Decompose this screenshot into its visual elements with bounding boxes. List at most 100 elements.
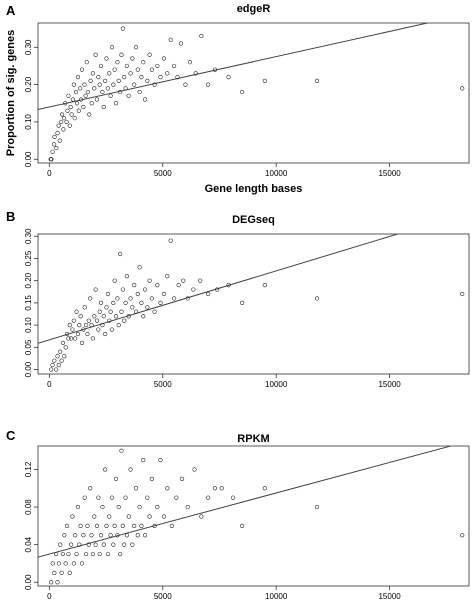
y-tick-label: 0.25 bbox=[24, 250, 33, 266]
data-point bbox=[193, 71, 198, 76]
data-point bbox=[82, 495, 87, 500]
data-point bbox=[59, 112, 65, 117]
data-point bbox=[141, 60, 146, 65]
data-point bbox=[130, 542, 135, 547]
data-point bbox=[161, 514, 166, 519]
data-point bbox=[126, 514, 131, 519]
data-point bbox=[67, 123, 72, 128]
data-point bbox=[62, 533, 67, 538]
data-point bbox=[89, 101, 94, 106]
data-point bbox=[55, 131, 60, 136]
data-point bbox=[460, 291, 465, 297]
data-point bbox=[71, 82, 76, 87]
data-point bbox=[88, 78, 93, 83]
data-point bbox=[98, 63, 104, 69]
y-tick-label: 0.00 bbox=[24, 151, 33, 167]
data-point bbox=[198, 278, 203, 283]
data-point bbox=[262, 283, 267, 288]
data-point bbox=[178, 41, 184, 46]
data-point bbox=[78, 86, 83, 91]
data-point bbox=[165, 486, 170, 491]
data-point bbox=[168, 238, 173, 243]
data-point bbox=[94, 97, 100, 102]
data-point bbox=[119, 448, 124, 453]
data-point bbox=[460, 86, 465, 91]
data-point bbox=[87, 112, 92, 117]
data-point bbox=[145, 78, 150, 83]
data-point bbox=[139, 75, 144, 80]
data-point bbox=[120, 287, 125, 292]
data-point bbox=[70, 97, 76, 102]
data-point bbox=[52, 570, 57, 575]
x-tick-label: 0 bbox=[47, 169, 52, 178]
data-point bbox=[70, 327, 75, 332]
data-point bbox=[132, 283, 137, 288]
y-tick-label: 0.20 bbox=[24, 272, 33, 288]
data-point bbox=[109, 45, 115, 50]
data-point bbox=[58, 542, 63, 547]
data-point bbox=[130, 305, 135, 310]
data-point bbox=[132, 82, 137, 87]
x-tick-label: 5000 bbox=[154, 592, 172, 601]
data-point bbox=[135, 533, 140, 538]
data-point bbox=[116, 78, 121, 83]
data-point bbox=[152, 82, 157, 87]
data-point bbox=[104, 305, 109, 310]
data-point bbox=[103, 78, 108, 83]
data-point bbox=[199, 33, 204, 39]
panel-letter: A bbox=[6, 3, 16, 18]
data-point bbox=[240, 523, 245, 528]
data-point bbox=[55, 580, 60, 585]
data-point bbox=[49, 367, 54, 372]
data-point bbox=[111, 300, 116, 305]
data-point bbox=[109, 327, 115, 332]
data-point bbox=[98, 300, 104, 305]
x-tick-label: 0 bbox=[47, 380, 52, 389]
data-point bbox=[142, 287, 148, 292]
data-point bbox=[240, 89, 245, 95]
data-point bbox=[139, 523, 144, 528]
data-point bbox=[118, 89, 123, 95]
data-point bbox=[68, 104, 73, 110]
data-point bbox=[226, 75, 231, 80]
data-point bbox=[61, 127, 66, 132]
data-point bbox=[54, 145, 59, 151]
data-point bbox=[212, 67, 218, 72]
data-point bbox=[77, 323, 82, 328]
data-point bbox=[92, 86, 97, 91]
data-point bbox=[50, 149, 55, 154]
data-point bbox=[61, 116, 67, 121]
x-tick-label: 15000 bbox=[378, 169, 401, 178]
data-point bbox=[101, 314, 106, 319]
data-point bbox=[100, 323, 105, 328]
data-point bbox=[168, 37, 173, 42]
data-point bbox=[83, 93, 88, 98]
data-point bbox=[141, 314, 146, 319]
data-point bbox=[69, 112, 74, 117]
fit-line bbox=[38, 446, 453, 558]
data-point bbox=[122, 318, 127, 323]
chart-title: edgeR bbox=[237, 3, 271, 15]
y-tick-label: 0.30 bbox=[24, 39, 33, 55]
plot-frame bbox=[37, 22, 470, 164]
y-tick-label: 0.05 bbox=[24, 339, 33, 355]
data-point bbox=[314, 296, 320, 301]
data-point bbox=[314, 78, 320, 83]
data-point bbox=[49, 157, 54, 162]
data-point bbox=[71, 561, 76, 566]
x-tick-label: 15000 bbox=[378, 592, 401, 601]
data-point bbox=[118, 251, 123, 257]
data-point bbox=[100, 89, 105, 95]
data-point bbox=[77, 542, 82, 547]
x-tick-label: 10000 bbox=[265, 380, 288, 389]
data-point bbox=[108, 93, 113, 98]
data-point bbox=[262, 486, 267, 491]
data-point bbox=[108, 309, 113, 314]
data-point bbox=[181, 278, 186, 283]
data-point bbox=[74, 309, 79, 314]
data-point bbox=[96, 495, 101, 500]
x-tick-label: 10000 bbox=[265, 169, 288, 178]
data-point bbox=[66, 93, 71, 98]
data-point bbox=[212, 486, 218, 491]
data-point bbox=[60, 551, 66, 557]
